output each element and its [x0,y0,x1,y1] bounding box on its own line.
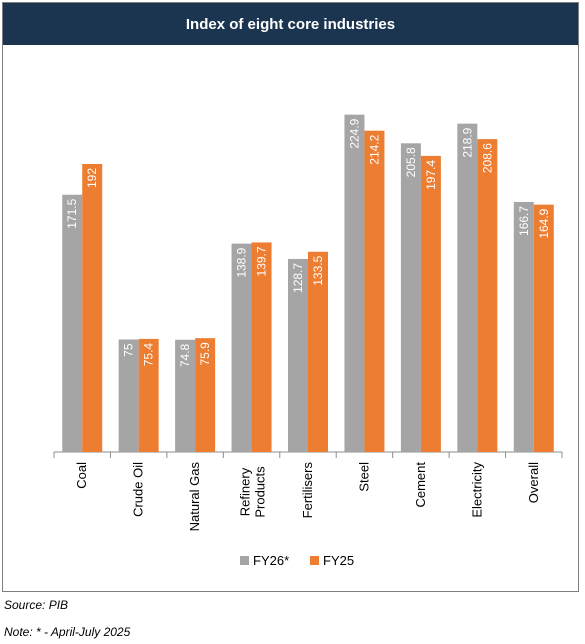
x-tick-label: Fertilisers [300,462,315,519]
data-label: 75.4 [142,343,156,367]
legend-swatch [240,556,249,565]
bar-fy26 [62,194,83,452]
data-label: 218.9 [460,127,474,157]
data-label: 208.6 [480,143,494,173]
bar-fy25 [138,338,159,452]
data-label: 133.5 [311,255,325,285]
bar-fy25 [364,130,385,452]
data-label: 214.2 [367,134,381,164]
bar-fy25 [533,204,554,452]
data-label: 128.7 [291,263,305,293]
chart-title: Index of eight core industries [3,3,578,45]
bar-fy25 [308,251,328,452]
data-label: 138.9 [235,247,249,277]
bar-fy26 [175,339,196,452]
bar-chart: 171.5 192 Coal 75 75.4 Crude Oil 74.8 75.9 Natur… [53,114,563,568]
source-note: Source: PIB [4,598,69,612]
bar-fy26 [288,258,308,452]
data-label: 224.9 [347,118,361,148]
x-tick-label: Overall [526,462,541,503]
bar-fy26 [231,243,252,452]
x-tick-label: Steel [356,462,371,492]
x-tick-label: Electricity [469,462,484,518]
data-label: 75.9 [198,342,212,366]
bar-fy25 [195,338,216,452]
x-tick-label: RefineryProducts [238,466,268,518]
data-label: 205.8 [404,147,418,177]
bar-fy25 [82,164,103,452]
data-label: 197.4 [424,160,438,190]
data-label: 75 [122,343,136,357]
footnote: Note: * - April-July 2025 [4,625,131,639]
x-tick-label: Natural Gas [187,462,202,532]
bar-fy26 [118,339,139,452]
x-tick-label: Coal [74,462,89,489]
bar-fy26 [513,201,534,452]
x-tick-label: Cement [413,462,428,508]
x-tick-label: Crude Oil [131,462,146,517]
legend-swatch [310,556,319,565]
data-label: 164.9 [537,208,551,238]
bar-fy26 [457,123,478,453]
bar-fy25 [251,242,272,452]
bar-fy25 [420,155,441,452]
bar-fy26 [344,114,365,453]
bar-fy26 [400,143,421,453]
legend-label: FY25 [323,553,354,568]
legend-label: FY26* [253,553,289,568]
data-label: 192 [85,168,99,188]
data-label: 139.7 [255,246,269,276]
data-label: 166.7 [517,206,531,236]
data-label: 74.8 [178,343,192,367]
data-label: 171.5 [65,198,79,228]
bar-fy25 [477,139,498,452]
